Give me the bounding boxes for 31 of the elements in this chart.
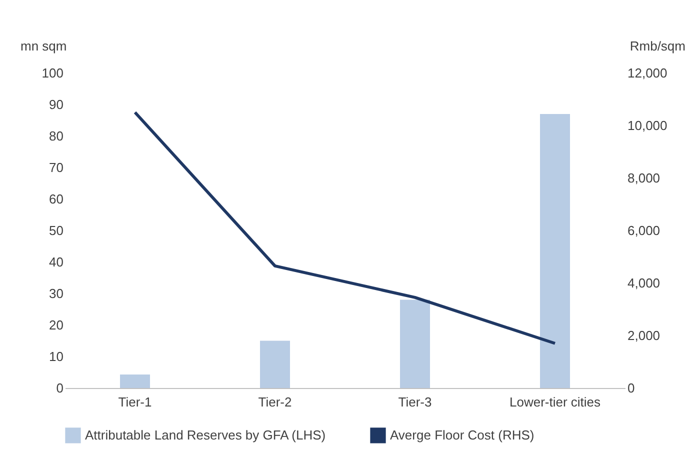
y-tick-label: 100	[42, 66, 64, 80]
y-tick-label: 60	[49, 192, 64, 206]
y-tick-label: 10	[49, 349, 64, 364]
y2-axis-title: Rmb/sqm	[630, 38, 686, 54]
x-tick-label: Tier-1	[118, 394, 152, 410]
y2-tick-label: 6,000	[628, 223, 660, 238]
legend-label: Attributable Land Reserves by GFA (LHS)	[85, 427, 326, 442]
y-tick-label: 50	[49, 223, 64, 238]
bar	[400, 300, 430, 388]
y-tick-label: 0	[56, 380, 64, 396]
bar	[260, 340, 290, 388]
y2-tick-label: 10,000	[628, 118, 668, 133]
y-tick-label: 90	[49, 97, 64, 112]
y-tick-label: 40	[49, 254, 64, 270]
bar	[540, 114, 570, 388]
y2-tick-label: 8,000	[628, 170, 660, 186]
y-axis-title: mn sqm	[20, 38, 67, 54]
x-tick-label: Tier-3	[398, 394, 432, 410]
y-tick-label: 70	[49, 160, 64, 175]
bar	[120, 374, 150, 388]
x-tick-label: Tier-2	[258, 394, 292, 410]
y2-tick-label: 12,000	[628, 66, 668, 80]
y-tick-label: 30	[49, 286, 64, 301]
y2-tick-label: 0	[628, 380, 635, 396]
line-series	[134, 110, 556, 345]
y-tick-label: 80	[49, 128, 64, 144]
y2-tick-label: 2,000	[628, 328, 660, 343]
y2-tick-label: 4,000	[628, 276, 660, 290]
x-tick-label: Lower-tier cities	[509, 394, 602, 410]
y-tick-label: 20	[49, 318, 64, 332]
legend-label: Averge Floor Cost (RHS)	[390, 427, 534, 442]
